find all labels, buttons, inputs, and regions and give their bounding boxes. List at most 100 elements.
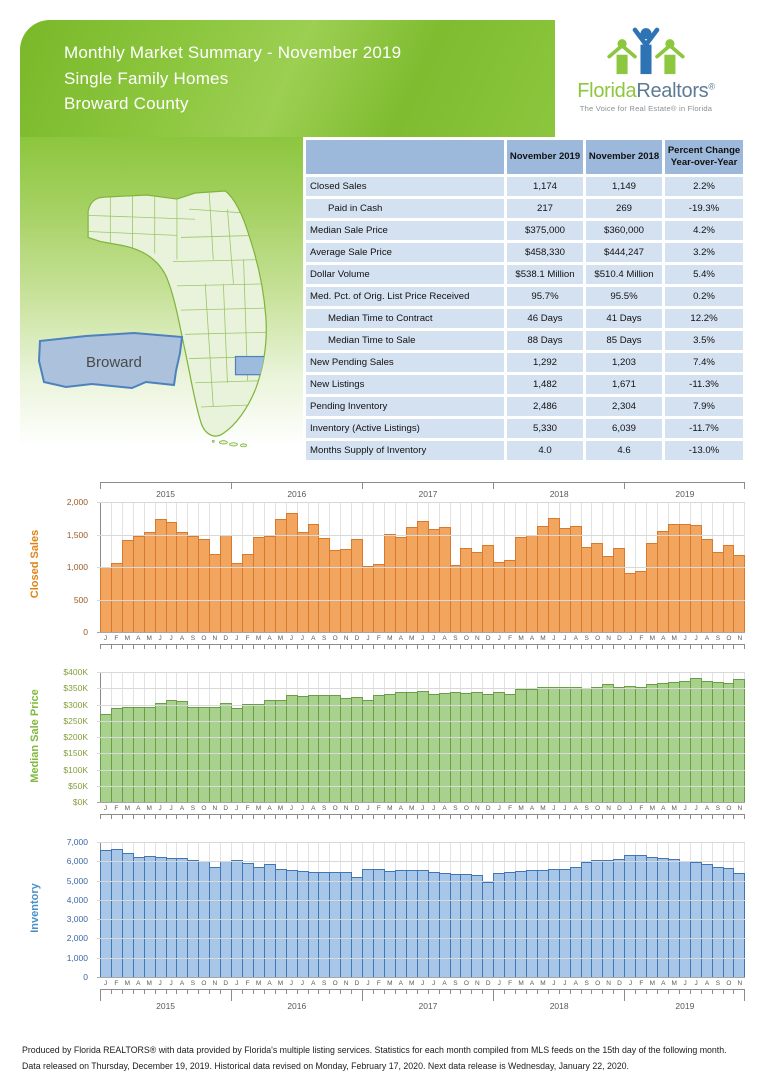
month-tick: [603, 815, 615, 819]
month-letter: A: [311, 980, 316, 987]
month-letter: D: [223, 635, 229, 642]
y-tick-label: $50K: [68, 780, 88, 791]
month-tick: [483, 815, 495, 819]
month-tick: [407, 645, 418, 649]
month-letter: N: [343, 805, 349, 812]
brand-wordmark: FloridaRealtors®: [556, 80, 736, 103]
month-letter: A: [179, 980, 185, 987]
month-tick: [363, 990, 375, 994]
month-letter: O: [595, 635, 601, 642]
row-label: New Pending Sales: [306, 353, 504, 372]
month-tick: [614, 645, 626, 649]
month-letter: A: [442, 635, 447, 642]
month-letter: M: [409, 980, 415, 987]
month-letter: A: [661, 805, 666, 812]
month-tick: [505, 815, 517, 819]
month-tick: [407, 815, 418, 819]
year-tick-segment: [625, 994, 746, 1001]
month-letter: S: [322, 635, 327, 642]
month-letter: J: [169, 635, 173, 642]
broward-highlight: [234, 355, 267, 376]
month-letter: O: [726, 635, 732, 642]
summary-table: November 2019 November 2018 Percent Chan…: [303, 137, 746, 463]
y-tick-label: $300K: [63, 699, 88, 710]
row-label: Closed Sales: [306, 177, 504, 196]
florida-realtors-logo: FloridaRealtors® The Voice for Real Esta…: [556, 22, 736, 137]
month-tick: [592, 990, 604, 994]
gridline: [97, 632, 745, 633]
month-letter: M: [387, 805, 393, 812]
table-row: New Listings 1,482 1,671 -11.3%: [306, 375, 743, 394]
month-tick: [374, 990, 385, 994]
month-tick: [724, 645, 735, 649]
month-tick: [734, 645, 746, 649]
month-letter: N: [212, 980, 218, 987]
month-letter: A: [442, 805, 447, 812]
month-tick: [680, 645, 691, 649]
month-tick: [134, 645, 145, 649]
month-tick: [625, 815, 637, 819]
month-letter: A: [573, 980, 578, 987]
row-value: 3.5%: [665, 331, 743, 350]
month-tick: [658, 815, 669, 819]
month-tick: [309, 815, 320, 819]
month-letter: J: [103, 805, 108, 812]
month-tick: [669, 645, 680, 649]
year-tick-segment: [101, 994, 232, 1001]
month-tick: [396, 645, 407, 649]
row-label: Paid in Cash: [306, 199, 504, 218]
year-tick-segment: [625, 483, 746, 489]
gridline: [97, 802, 745, 803]
month-letter: N: [737, 635, 743, 642]
row-value: $458,330: [507, 243, 583, 262]
row-value: 46 Days: [507, 309, 583, 328]
row-value: 7.9%: [665, 397, 743, 416]
row-value: 4.2%: [665, 221, 743, 240]
month-letter: J: [628, 635, 633, 642]
month-tick: [527, 645, 538, 649]
header-empty-cell: [306, 140, 504, 174]
month-axis-ruler: [100, 814, 746, 819]
month-letter: A: [573, 635, 578, 642]
row-value: $375,000: [507, 221, 583, 240]
year-label: 2018: [549, 489, 569, 499]
month-tick: [309, 990, 320, 994]
table-row: Average Sale Price $458,330 $444,247 3.2%: [306, 243, 743, 262]
month-tick: [243, 645, 254, 649]
month-letter: F: [639, 805, 644, 812]
month-letter: S: [453, 980, 458, 987]
row-value: 0.2%: [665, 287, 743, 306]
month-tick: [592, 815, 604, 819]
year-tick-segment: [232, 994, 363, 1001]
gridline: [97, 534, 745, 536]
month-tick: [647, 815, 659, 819]
month-tick: [167, 990, 178, 994]
month-letter: N: [343, 635, 349, 642]
month-tick: [614, 815, 626, 819]
month-tick: [287, 645, 298, 649]
row-label: Med. Pct. of Orig. List Price Received: [306, 287, 504, 306]
plot-area: [97, 502, 746, 633]
row-value: 3.2%: [665, 243, 743, 262]
month-axis-ruler: [100, 989, 746, 994]
title-line-3: Broward County: [64, 94, 189, 113]
month-tick: [112, 645, 123, 649]
table-row: New Pending Sales 1,292 1,203 7.4%: [306, 353, 743, 372]
row-value: 4.0: [507, 441, 583, 460]
month-letter: F: [508, 635, 513, 642]
month-tick: [330, 645, 342, 649]
month-letter: N: [737, 805, 743, 812]
y-tick-label: $0K: [72, 797, 88, 807]
month-cell: [733, 842, 746, 977]
month-letter: S: [453, 805, 458, 812]
y-tick-label: $200K: [63, 732, 88, 742]
month-tick: [680, 815, 691, 819]
month-letter: A: [311, 635, 316, 642]
year-tick-segment: [101, 483, 232, 489]
year-axis-ticks: [100, 482, 746, 489]
row-value: 2,304: [586, 397, 662, 416]
row-value: 217: [507, 199, 583, 218]
month-letter: D: [223, 805, 229, 812]
row-value: 269: [586, 199, 662, 218]
month-tick: [483, 645, 495, 649]
